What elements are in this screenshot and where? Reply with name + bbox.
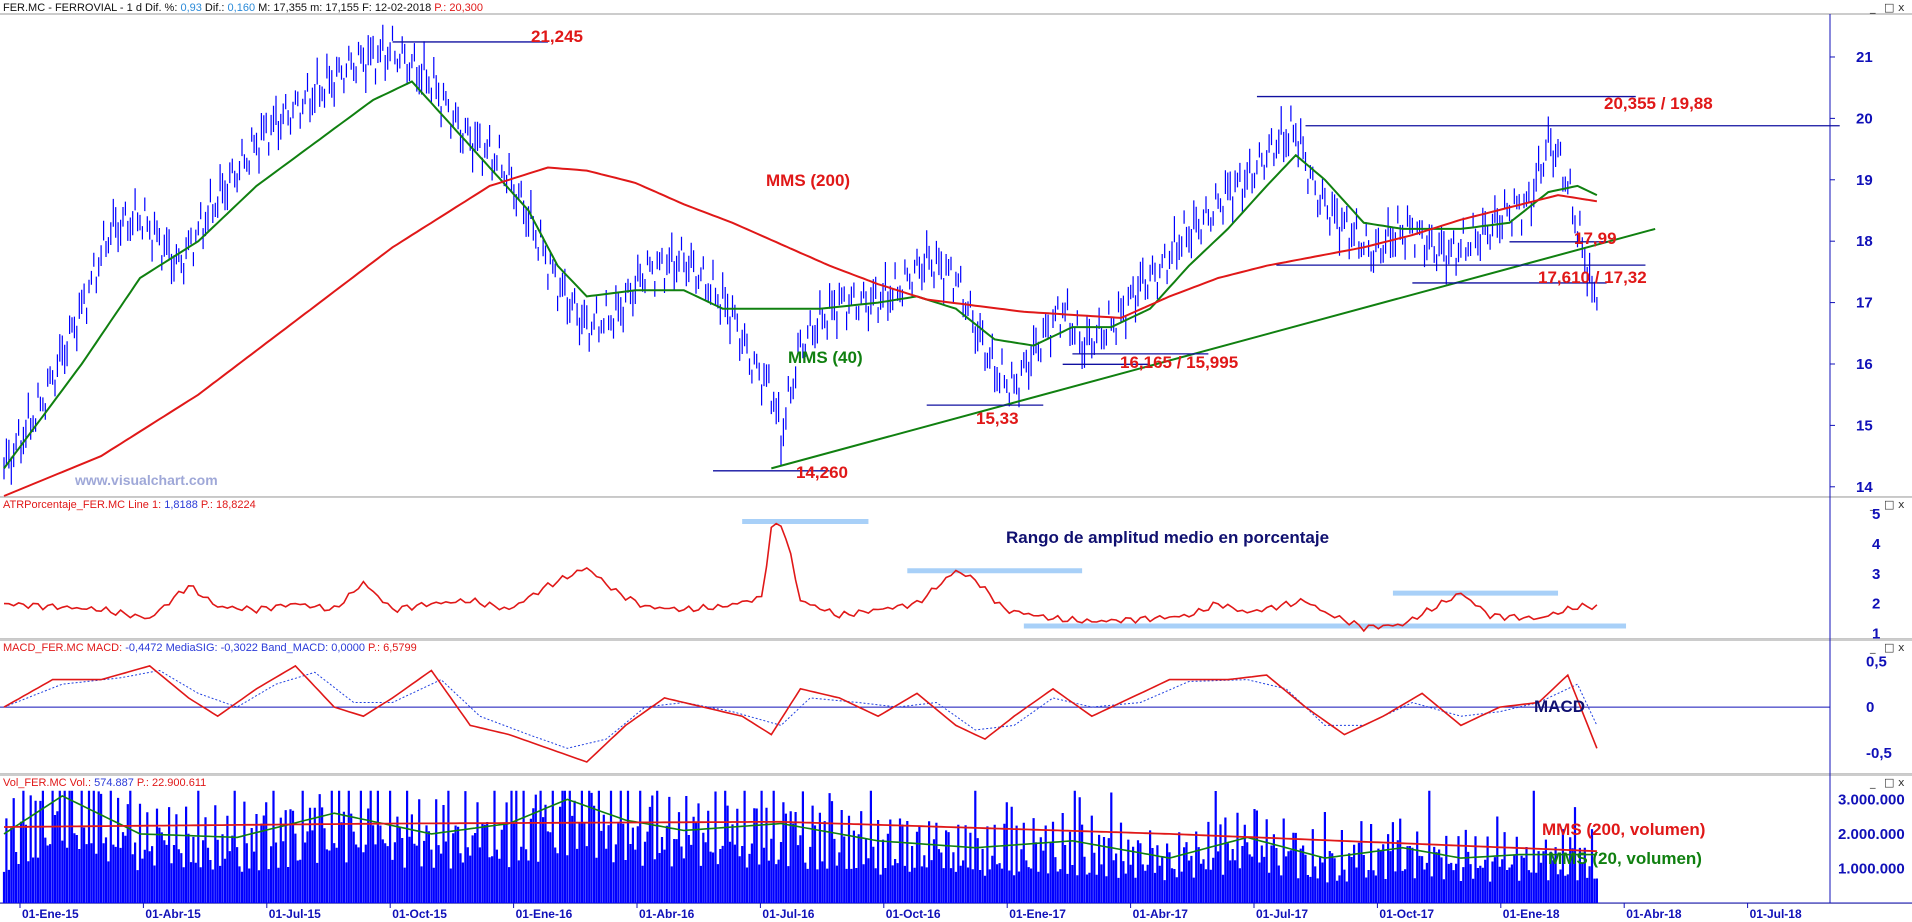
- macd-tick-label: 0: [1866, 699, 1874, 716]
- atr-title: Rango de amplitud medio en porcentaje: [1006, 528, 1329, 547]
- price-tick-label: 16: [1856, 356, 1873, 373]
- watermark: www.visualchart.com: [74, 472, 218, 488]
- macd-line: [3, 664, 1598, 763]
- price-bars: [3, 24, 1598, 485]
- atr-panel-header: ATRPorcentaje_FER.MC Line 1: 1,8188 P.: …: [3, 499, 256, 511]
- annotation-support-14260: 14,260: [796, 463, 848, 482]
- atr-tick-label: 5: [1872, 506, 1880, 523]
- close-icon[interactable]: x: [1898, 1, 1905, 14]
- macd-title: MACD: [1534, 697, 1585, 716]
- atr-tick-label: 2: [1872, 596, 1880, 613]
- price-tick-label: 19: [1856, 172, 1873, 189]
- close-icon[interactable]: x: [1898, 498, 1905, 511]
- maximize-icon[interactable]: □: [1884, 498, 1894, 511]
- trend-line: [771, 227, 1656, 470]
- x-tick-label: 01-Abr-16: [639, 907, 695, 921]
- annotation-mms40: MMS (40): [788, 348, 863, 367]
- atr-tick-label: 3: [1872, 566, 1880, 583]
- maximize-icon[interactable]: □: [1884, 641, 1894, 654]
- annotation-vol20: MMS (20, volumen): [1548, 849, 1702, 868]
- price-tick-label: 15: [1856, 417, 1873, 434]
- price-window-buttons[interactable]: _ □ x: [1869, 1, 1905, 14]
- x-tick-label: 01-Jul-15: [269, 907, 321, 921]
- x-tick-label: 01-Jul-18: [1750, 907, 1802, 921]
- macd-panel-header: MACD_FER.MC MACD: -0,4472 MediaSIG: -0,3…: [3, 642, 417, 654]
- annotation-support-1799: 17,99: [1574, 229, 1617, 248]
- atr-tick-label: 1: [1872, 626, 1880, 643]
- minimize-icon[interactable]: _: [1869, 498, 1876, 511]
- atr-window-buttons[interactable]: _ □ x: [1869, 498, 1905, 511]
- macd-tick-label: 0,5: [1866, 653, 1887, 670]
- annotation-vol200: MMS (200, volumen): [1542, 820, 1705, 839]
- x-tick-label: 01-Ene-17: [1009, 907, 1066, 921]
- price-tick-label: 20: [1856, 110, 1873, 127]
- x-tick-label: 01-Oct-17: [1379, 907, 1434, 921]
- minimize-icon[interactable]: _: [1869, 776, 1876, 789]
- annotation-support-1533: 15,33: [976, 409, 1019, 428]
- macd-tick-label: -0,5: [1866, 745, 1892, 762]
- volume-panel-header: Vol_FER.MC Vol.: 574.887 P.: 22.900.611: [3, 777, 206, 789]
- price-tick-label: 14: [1856, 479, 1873, 496]
- annotation-resistance: 20,355 / 19,88: [1604, 94, 1713, 113]
- volume-tick-label: 3.000.000: [1838, 791, 1905, 808]
- volume-mms200-line: [4, 820, 1597, 853]
- annotation-support-16165: 16,165 / 15,995: [1120, 353, 1238, 372]
- x-tick-label: 01-Oct-15: [392, 907, 447, 921]
- close-icon[interactable]: x: [1898, 641, 1905, 654]
- maximize-icon[interactable]: □: [1884, 1, 1894, 14]
- atr-tick-label: 4: [1872, 536, 1881, 553]
- x-tick-label: 01-Abr-15: [145, 907, 201, 921]
- volume-mms20-line: [3, 794, 1597, 859]
- minimize-icon[interactable]: _: [1869, 1, 1876, 14]
- x-tick-label: 01-Jul-17: [1256, 907, 1308, 921]
- minimize-icon[interactable]: _: [1869, 641, 1876, 654]
- price-tick-label: 18: [1856, 233, 1873, 250]
- price-panel-header: FER.MC - FERROVIAL - 1 d Dif. %: 0,93 Di…: [3, 2, 483, 14]
- volume-tick-label: 2.000.000: [1838, 826, 1905, 843]
- price-tick-label: 21: [1856, 49, 1873, 66]
- close-icon[interactable]: x: [1898, 776, 1905, 789]
- annotation-peak: 21,245: [531, 27, 583, 46]
- annotation-mms200: MMS (200): [766, 171, 850, 190]
- x-tick-label: 01-Oct-16: [886, 907, 941, 921]
- volume-tick-label: 1.000.000: [1838, 860, 1905, 877]
- x-tick-label: 01-Jul-16: [762, 907, 814, 921]
- x-tick-label: 01-Abr-17: [1133, 907, 1189, 921]
- x-tick-label: 01-Ene-16: [516, 907, 573, 921]
- annotation-support-17610: 17,610 / 17,32: [1538, 268, 1647, 287]
- atr-line: [3, 522, 1598, 633]
- macd-signal-line: [3, 669, 1598, 749]
- mms40-line: [3, 80, 1598, 469]
- mms200-line: [3, 166, 1598, 497]
- macd-window-buttons[interactable]: _ □ x: [1869, 641, 1905, 654]
- x-tick-label: 01-Abr-18: [1626, 907, 1682, 921]
- volume-bars: [2, 790, 1598, 903]
- volume-window-buttons[interactable]: _ □ x: [1869, 776, 1905, 789]
- x-tick-label: 01-Ene-18: [1503, 907, 1560, 921]
- maximize-icon[interactable]: □: [1884, 776, 1894, 789]
- x-tick-label: 01-Ene-15: [22, 907, 79, 921]
- price-tick-label: 17: [1856, 295, 1873, 312]
